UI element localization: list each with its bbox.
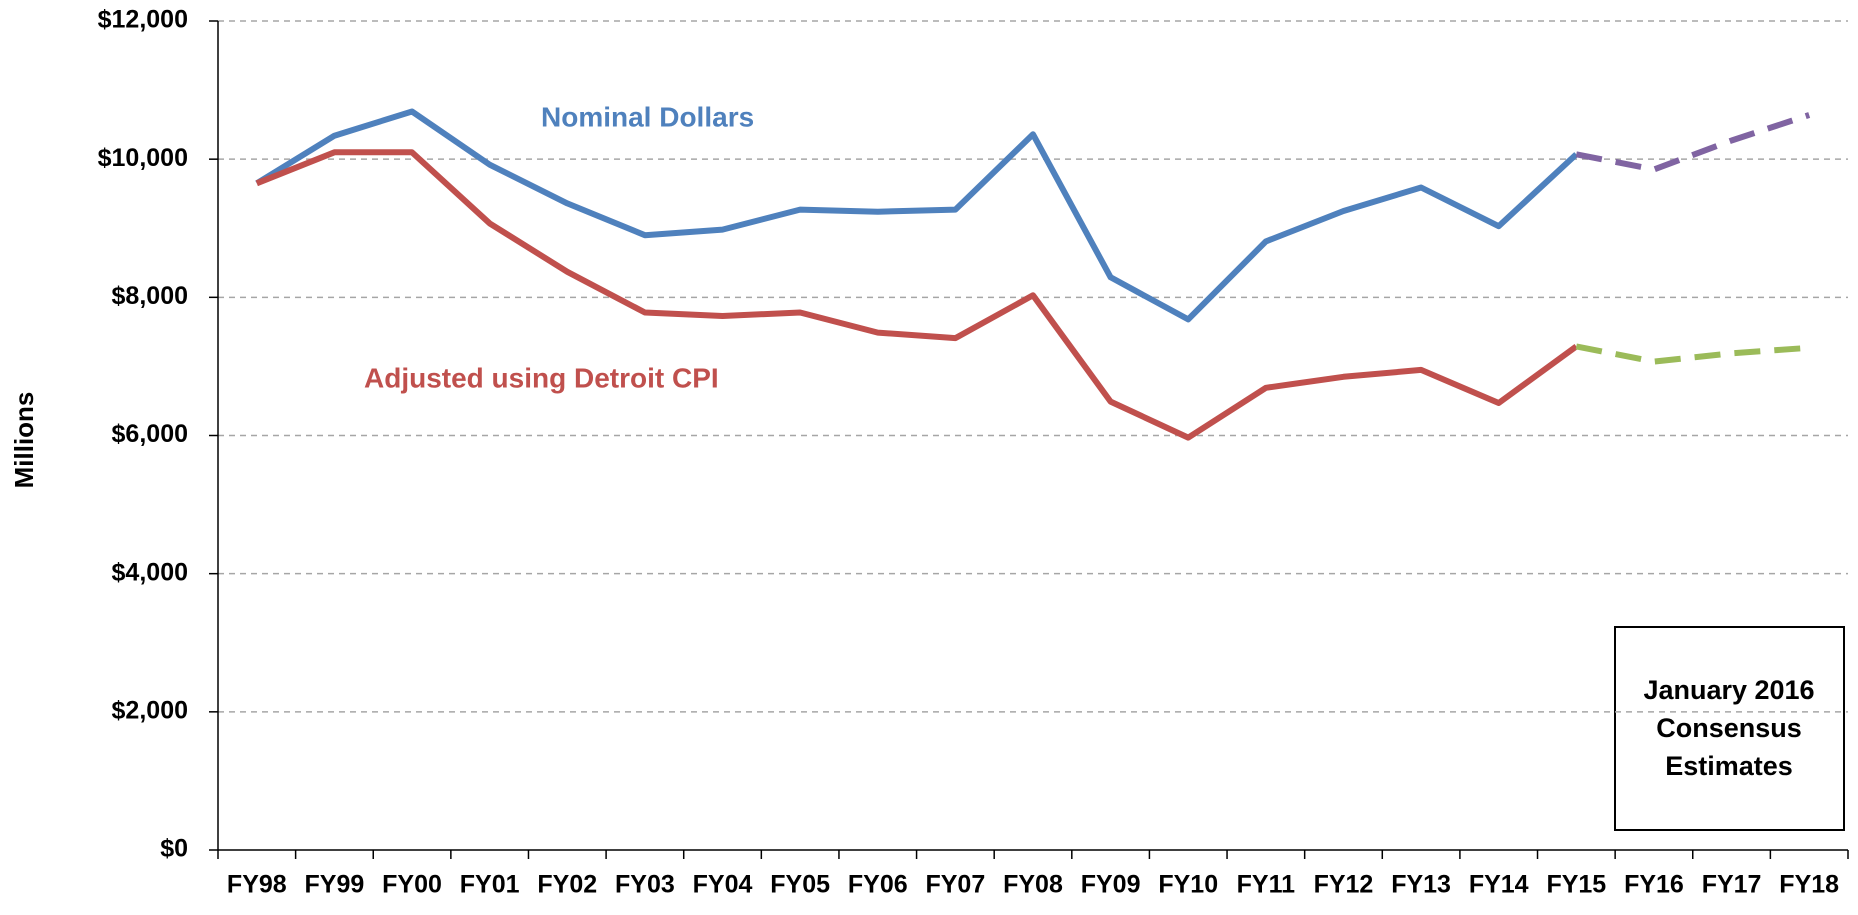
y-tick-label: $4,000 xyxy=(112,558,188,586)
x-tick-label: FY06 xyxy=(848,871,908,899)
series-line xyxy=(1575,343,1810,365)
x-tick-label: FY02 xyxy=(537,871,597,899)
x-tick-label: FY18 xyxy=(1779,871,1839,899)
y-tick-label: $2,000 xyxy=(112,696,188,724)
x-tick-label: FY07 xyxy=(925,871,985,899)
x-tick-label: FY01 xyxy=(460,871,520,899)
x-tick-label: FY09 xyxy=(1081,871,1141,899)
x-tick-label: FY16 xyxy=(1624,871,1684,899)
series-line xyxy=(255,108,1579,323)
x-tick-label: FY14 xyxy=(1469,871,1529,899)
annotation: Estimates xyxy=(1665,751,1793,781)
y-tick-label: $10,000 xyxy=(98,144,188,172)
annotation: Consensus xyxy=(1656,713,1802,743)
series-label: Nominal Dollars xyxy=(541,101,754,132)
y-tick-label: $12,000 xyxy=(98,6,188,34)
series-line xyxy=(255,149,1579,441)
y-tick-label: $6,000 xyxy=(112,420,188,448)
x-tick-label: FY04 xyxy=(693,871,753,899)
x-tick-label: FY03 xyxy=(615,871,675,899)
x-tick-label: FY17 xyxy=(1702,871,1762,899)
y-tick-label: $8,000 xyxy=(112,282,188,310)
x-tick-label: FY98 xyxy=(227,871,287,899)
x-tick-label: FY05 xyxy=(770,871,830,899)
x-tick-label: FY99 xyxy=(305,871,365,899)
series-label: Adjusted using Detroit CPI xyxy=(364,362,719,393)
x-tick-label: FY13 xyxy=(1391,871,1451,899)
x-tick-label: FY08 xyxy=(1003,871,1063,899)
annotation: January 2016 xyxy=(1643,675,1814,705)
x-tick-label: FY11 xyxy=(1237,871,1295,899)
x-tick-label: FY12 xyxy=(1314,871,1374,899)
x-tick-label: FY15 xyxy=(1546,871,1606,899)
annotation-box xyxy=(1614,626,1845,831)
x-tick-label: FY00 xyxy=(382,871,442,899)
series-line xyxy=(1575,112,1811,173)
y-axis-label: Millions xyxy=(9,392,39,489)
y-tick-label: $0 xyxy=(160,835,188,863)
x-tick-label: FY10 xyxy=(1158,871,1218,899)
